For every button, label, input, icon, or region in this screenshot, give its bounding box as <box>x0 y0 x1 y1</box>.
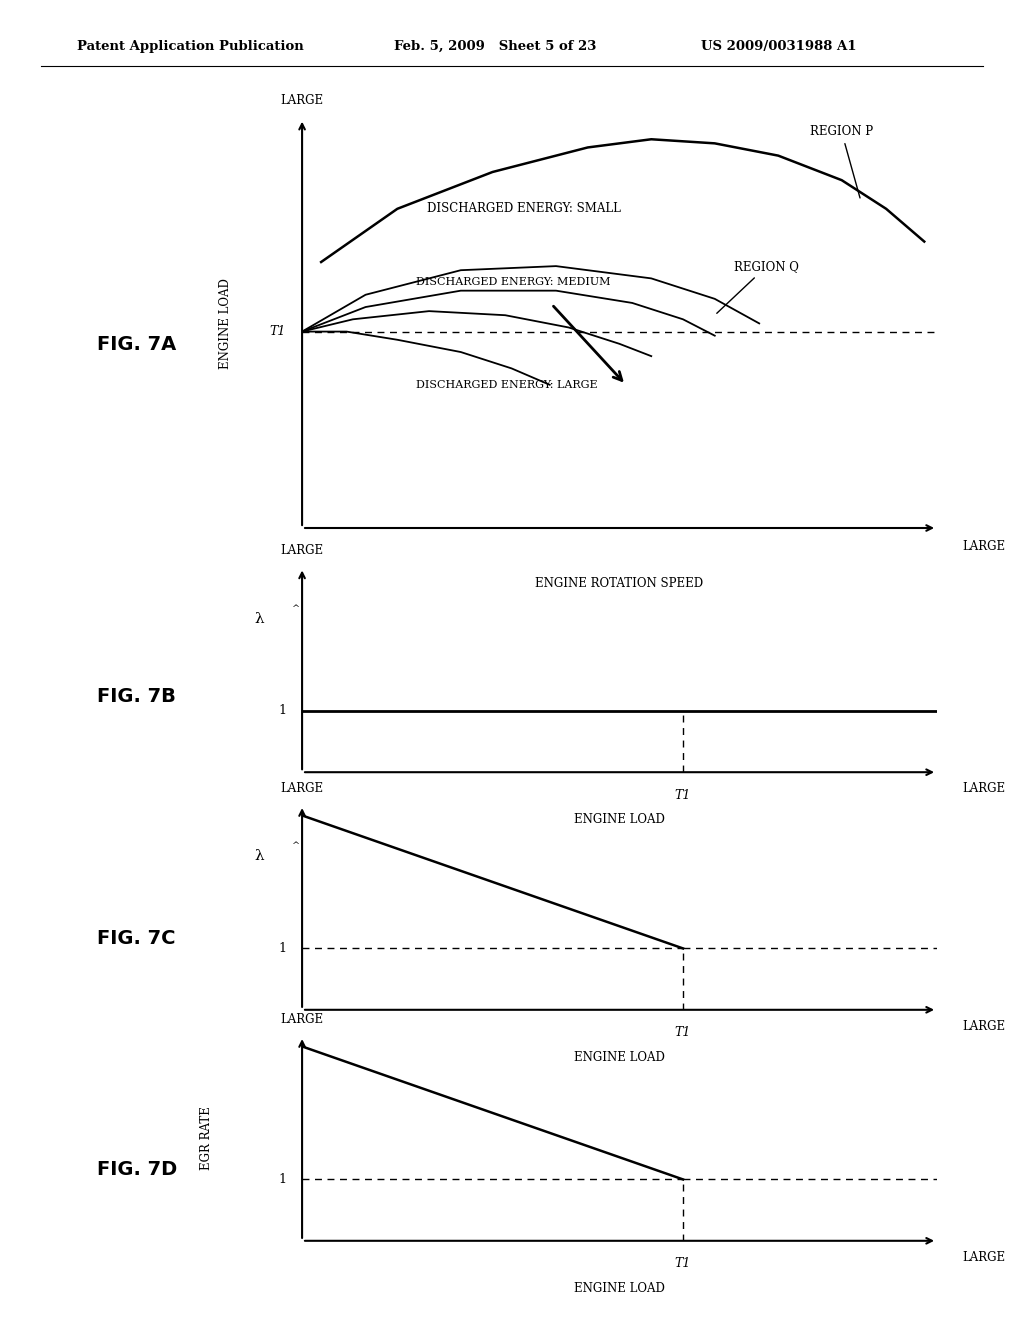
Text: LARGE: LARGE <box>281 781 324 795</box>
Text: Patent Application Publication: Patent Application Publication <box>77 40 303 53</box>
Text: λ: λ <box>254 611 264 626</box>
Text: ENGINE LOAD: ENGINE LOAD <box>574 1282 665 1295</box>
Text: DISCHARGED ENERGY: LARGE: DISCHARGED ENERGY: LARGE <box>417 380 598 389</box>
Text: T1: T1 <box>675 788 691 801</box>
Text: FIG. 7B: FIG. 7B <box>97 688 176 706</box>
Text: FIG. 7D: FIG. 7D <box>97 1160 177 1179</box>
Text: T1: T1 <box>270 325 286 338</box>
Text: 1: 1 <box>279 942 286 954</box>
Text: T1: T1 <box>675 1257 691 1270</box>
Text: ENGINE ROTATION SPEED: ENGINE ROTATION SPEED <box>536 577 703 590</box>
Text: T1: T1 <box>675 1026 691 1039</box>
Text: LARGE: LARGE <box>281 1012 324 1026</box>
Text: ^: ^ <box>292 841 300 850</box>
Text: ^: ^ <box>292 603 300 612</box>
Text: LARGE: LARGE <box>281 94 324 107</box>
Text: LARGE: LARGE <box>963 1251 1006 1265</box>
Text: ENGINE LOAD: ENGINE LOAD <box>574 1051 665 1064</box>
Text: FIG. 7C: FIG. 7C <box>97 929 176 948</box>
Text: US 2009/0031988 A1: US 2009/0031988 A1 <box>701 40 857 53</box>
Text: Feb. 5, 2009   Sheet 5 of 23: Feb. 5, 2009 Sheet 5 of 23 <box>394 40 597 53</box>
Text: REGION P: REGION P <box>810 125 873 198</box>
Text: FIG. 7A: FIG. 7A <box>97 335 176 354</box>
Text: REGION Q: REGION Q <box>717 260 799 313</box>
Text: LARGE: LARGE <box>963 1020 1006 1034</box>
Text: LARGE: LARGE <box>963 783 1006 796</box>
Text: LARGE: LARGE <box>281 544 324 557</box>
Text: DISCHARGED ENERGY: MEDIUM: DISCHARGED ENERGY: MEDIUM <box>417 277 611 288</box>
Text: 1: 1 <box>279 1173 286 1185</box>
Text: LARGE: LARGE <box>963 540 1006 553</box>
Text: λ: λ <box>254 849 264 863</box>
Text: ENGINE LOAD: ENGINE LOAD <box>219 279 232 368</box>
Text: EGR RATE: EGR RATE <box>201 1106 213 1171</box>
Text: ENGINE LOAD: ENGINE LOAD <box>574 813 665 826</box>
Text: DISCHARGED ENERGY: SMALL: DISCHARGED ENERGY: SMALL <box>427 202 622 215</box>
Text: 1: 1 <box>279 705 286 717</box>
